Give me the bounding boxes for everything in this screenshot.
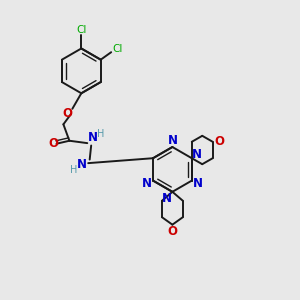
Text: O: O (48, 137, 58, 150)
Text: N: N (167, 134, 177, 147)
Text: N: N (141, 177, 152, 190)
Text: N: N (88, 131, 98, 144)
Text: N: N (192, 148, 202, 161)
Text: H: H (70, 165, 78, 175)
Text: Cl: Cl (112, 44, 122, 54)
Text: N: N (194, 177, 203, 190)
Text: N: N (162, 192, 172, 205)
Text: N: N (77, 158, 87, 170)
Text: O: O (62, 107, 72, 120)
Text: H: H (97, 129, 104, 139)
Text: Cl: Cl (76, 25, 86, 35)
Text: O: O (167, 225, 177, 238)
Text: O: O (214, 135, 224, 148)
